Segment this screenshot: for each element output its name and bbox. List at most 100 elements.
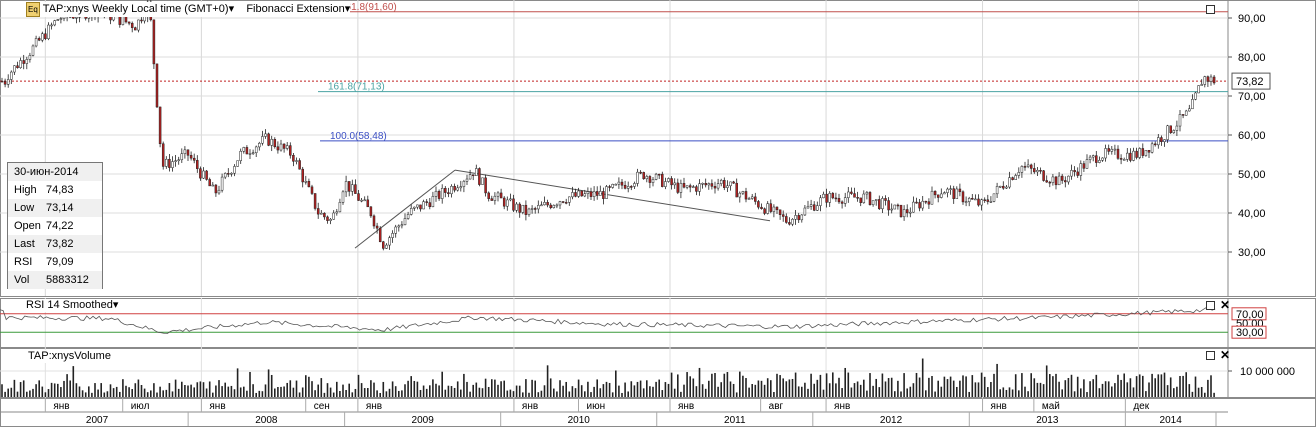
- indicator-dropdown[interactable]: Fibonacci Extension▾: [246, 3, 351, 15]
- volume-bar: [1107, 381, 1110, 397]
- volume-title-bar[interactable]: TAP:xnysVolume: [28, 350, 111, 363]
- volume-bar: [401, 390, 403, 397]
- candle-body: [989, 201, 993, 203]
- candle-body: [967, 198, 971, 202]
- year-label: 2012: [880, 415, 903, 426]
- volume-bar: [549, 378, 552, 397]
- volume-bar: [425, 388, 428, 397]
- volume-bar: [246, 390, 248, 397]
- maximize-icon[interactable]: [1206, 5, 1215, 14]
- candle-body: [586, 191, 590, 195]
- candle-body: [1113, 148, 1117, 151]
- timezone-dropdown[interactable]: Local time (GMT+0)▾: [131, 3, 235, 15]
- volume-bar: [596, 379, 598, 397]
- volume-bar: [695, 386, 698, 397]
- candle-body: [983, 199, 986, 201]
- volume-bar: [88, 386, 90, 397]
- volume-bar: [1080, 388, 1082, 397]
- volume-bar: [884, 381, 887, 397]
- volume-bar: [735, 392, 738, 397]
- candle-body: [561, 201, 565, 203]
- candle-body: [487, 192, 490, 199]
- dropdown-arrow-icon: ▾: [112, 299, 119, 311]
- volume-bar: [249, 371, 251, 397]
- rsi-title-bar[interactable]: RSI 14 Smoothed▾: [26, 299, 119, 312]
- volume-bar: [422, 385, 425, 397]
- candle-body: [273, 139, 277, 147]
- candle-body: [1150, 143, 1154, 153]
- volume-bar: [801, 386, 803, 397]
- volume-bar: [773, 392, 775, 397]
- candle-body: [1045, 180, 1048, 183]
- close-icon[interactable]: ✕: [1220, 298, 1231, 312]
- candle-body: [490, 198, 494, 201]
- candle-body: [41, 33, 44, 41]
- price-chart[interactable]: 90,00 80,00 70,00 60,00 50,00 40,00 30,00 261.8…: [0, 0, 1316, 298]
- candle-body: [995, 186, 999, 195]
- candle-body: [726, 185, 729, 188]
- volume-bar: [980, 372, 983, 397]
- candle-body: [1135, 150, 1138, 158]
- candle-body: [757, 201, 760, 208]
- candle-body: [1017, 172, 1021, 176]
- candle-body: [155, 63, 159, 108]
- volume-bar: [208, 381, 211, 397]
- volume-bar: [983, 376, 986, 397]
- volume-chart[interactable]: 10 000 000: [0, 348, 1316, 398]
- close-icon[interactable]: ✕: [1220, 348, 1231, 362]
- volume-bar: [407, 380, 409, 397]
- volume-bar: [658, 379, 660, 397]
- volume-bar: [1055, 373, 1057, 397]
- volume-bar: [1163, 372, 1166, 397]
- maximize-icon[interactable]: [1206, 351, 1215, 360]
- volume-bar: [1173, 388, 1175, 397]
- candle-body: [1039, 170, 1042, 172]
- candle-body: [440, 188, 444, 199]
- volume-bar: [1126, 382, 1129, 397]
- candle-body: [896, 204, 900, 207]
- candle-body: [611, 183, 614, 188]
- volume-bar: [1210, 375, 1212, 397]
- candle-body: [648, 176, 652, 183]
- candle-body: [1011, 177, 1014, 180]
- candle-body: [329, 218, 332, 221]
- volume-bar: [463, 373, 465, 397]
- volume-bar: [478, 387, 481, 397]
- volume-bar: [326, 383, 329, 397]
- candle-body: [341, 191, 345, 203]
- volume-bar: [1042, 384, 1045, 397]
- candle-body: [809, 204, 813, 207]
- volume-bar: [968, 391, 970, 397]
- rsi-tick-label: 70,00: [1236, 309, 1264, 321]
- volume-bar: [667, 383, 670, 397]
- volume-bar: [723, 373, 726, 397]
- volume-bar: [165, 389, 168, 397]
- candle-body: [254, 146, 258, 153]
- volume-bar: [72, 366, 75, 397]
- candle-body: [428, 202, 432, 208]
- candle-body: [369, 206, 373, 217]
- volume-bar: [943, 376, 946, 397]
- candle-body: [270, 139, 273, 146]
- candle-body: [537, 205, 540, 210]
- year-label: 2011: [724, 415, 746, 426]
- candle-body: [388, 237, 391, 246]
- volume-bar: [239, 387, 242, 397]
- candle-body: [912, 201, 915, 213]
- volume-bar: [642, 388, 645, 397]
- main-title-bar[interactable]: Eq TAP:xnys Weekly Local time (GMT+0)▾ Fi…: [26, 2, 351, 17]
- volume-bar: [605, 381, 608, 397]
- maximize-icon[interactable]: [1206, 301, 1215, 310]
- volume-bar: [230, 385, 233, 397]
- volume-bar: [450, 386, 453, 397]
- candle-body: [1160, 137, 1163, 142]
- candle-body: [1082, 163, 1086, 169]
- candle-body: [868, 192, 872, 206]
- period-label[interactable]: Weekly: [92, 3, 128, 15]
- volume-bar: [162, 390, 164, 397]
- candle-body: [828, 193, 831, 203]
- volume-bar: [227, 386, 230, 397]
- candle-body: [258, 142, 261, 148]
- volume-bar: [215, 385, 217, 397]
